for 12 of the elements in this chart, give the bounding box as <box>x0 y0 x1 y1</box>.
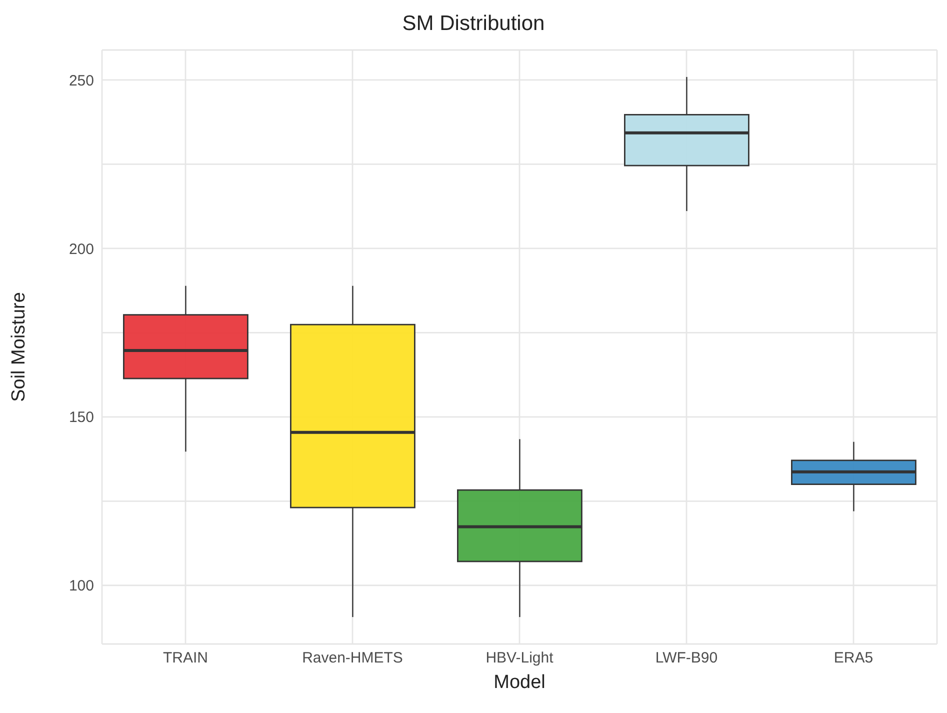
y-tick-label: 200 <box>68 240 94 258</box>
x-tick-label: TRAIN <box>163 650 208 667</box>
y-axis-title: Soil Moisture <box>8 292 30 402</box>
x-axis-title: Model <box>494 672 546 693</box>
chart-title: SM Distribution <box>401 11 546 37</box>
x-tick-label: ERA5 <box>834 650 874 667</box>
x-tick-label: LWF-B90 <box>655 650 718 667</box>
y-tick-label: 250 <box>68 72 94 90</box>
y-tick-label: 100 <box>68 578 94 595</box>
x-tick-label: HBV-Light <box>486 650 554 667</box>
y-tick-label: 150 <box>68 409 94 426</box>
x-tick-label: Raven-HMETS <box>302 650 403 667</box>
